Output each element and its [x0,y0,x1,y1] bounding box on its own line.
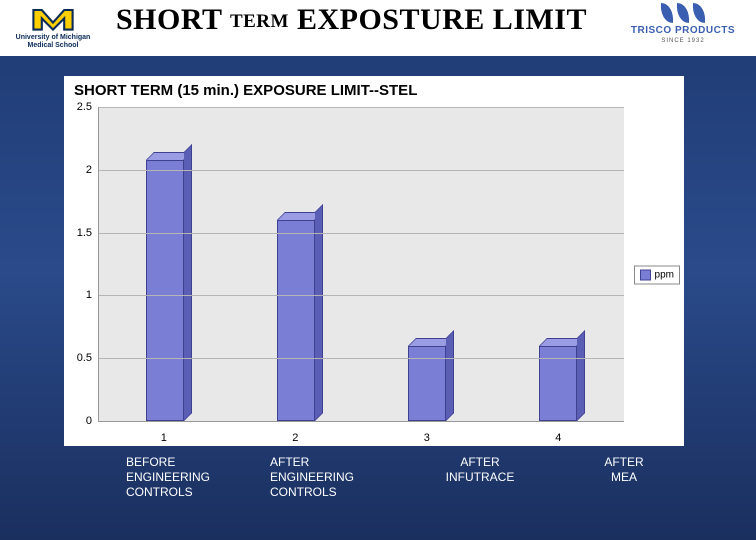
x-tick-label: 4 [493,432,625,444]
bar-slot [230,107,361,421]
y-axis: 0 0.5 1 1.5 2 2.5 [64,103,98,446]
chart-title: SHORT TERM (15 min.) EXPOSURE LIMIT--STE… [64,76,684,103]
plot-area [98,107,624,422]
chart-body: 00.511.522.5 1234 ppm [64,103,684,446]
plot-wrap: 1234 ppm [98,103,684,446]
slide: University of Michigan Medical School SH… [0,0,756,540]
y-tick-label: 1.5 [77,227,92,239]
y-tick-label: 1 [86,289,92,301]
category-label: AFTER INFUTRACE [408,455,552,500]
bar [146,160,184,421]
y-tick-label: 2 [86,164,92,176]
bar [539,346,577,421]
y-tick-label: 2.5 [77,101,92,113]
bar [408,346,446,421]
grid-line [99,295,624,296]
legend-swatch [640,269,651,280]
x-tick-label: 1 [98,432,230,444]
page-title: SHORT TERM EXPOSTURE LIMIT [98,3,618,37]
x-tick-label: 2 [230,432,362,444]
michigan-m-icon [32,3,74,31]
trisco-since-text: SINCE 1932 [661,38,704,44]
logo-michigan-text: University of Michigan Medical School [8,34,98,49]
bar [277,220,315,421]
header-bar: University of Michigan Medical School SH… [0,0,756,56]
bar-slot [99,107,230,421]
logo-michigan: University of Michigan Medical School [8,3,98,49]
title-part-a: SHORT [116,3,230,36]
chart-panel: SHORT TERM (15 min.) EXPOSURE LIMIT--STE… [64,76,684,446]
x-tick-label: 3 [361,432,493,444]
grid-line [99,107,624,108]
grid-line [99,170,624,171]
grid-line [99,358,624,359]
logo-trisco: TRISCO PRODUCTS SINCE 1932 [618,3,748,44]
trisco-swoosh-icon [660,3,706,23]
title-part-b: TERM [230,11,289,32]
trisco-brand-text: TRISCO PRODUCTS [631,25,735,36]
grid-line [99,233,624,234]
category-labels-row: BEFORE ENGINEERING CONTROLS AFTER ENGINE… [120,455,696,500]
y-tick-label: 0 [86,415,92,427]
x-axis-labels: 1234 [98,432,624,444]
category-label: AFTER ENGINEERING CONTROLS [264,455,408,500]
legend-label: ppm [655,269,674,280]
y-tick-label: 0.5 [77,352,92,364]
bar-slot [362,107,493,421]
category-label: AFTER MEA [552,455,696,500]
chart-legend: ppm [634,265,680,284]
bar-slot [493,107,624,421]
category-label: BEFORE ENGINEERING CONTROLS [120,455,264,500]
bars-container [99,107,624,421]
title-part-c: EXPOSTURE LIMIT [289,3,587,36]
